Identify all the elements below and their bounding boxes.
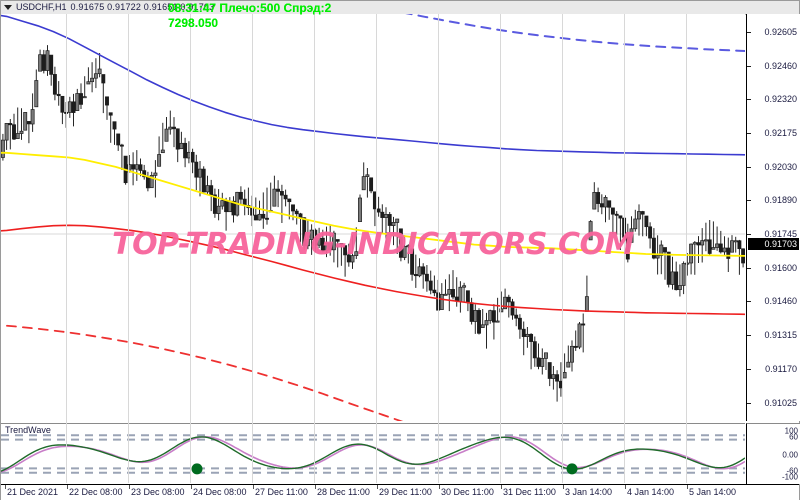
time-axis-label: 21 Dec 2021 <box>7 487 59 497</box>
time-axis-label: 22 Dec 08:00 <box>69 487 123 497</box>
chevron-down-icon[interactable] <box>4 4 12 10</box>
price-chart-pane[interactable]: TOP-TRADING-INDICATORS.COM <box>1 14 745 421</box>
time-axis-tick <box>377 485 378 489</box>
time-axis-label: 31 Dec 11:00 <box>503 487 556 497</box>
price-axis-label: 0.92605 <box>764 26 797 37</box>
time-axis-label: 5 Jan 14:00 <box>689 487 737 497</box>
time-gridline <box>562 14 563 483</box>
time-axis-tick <box>625 485 626 489</box>
account-info-overlay: 08:31:47 Плечо:500 Спрэд:2 7298.050 <box>168 1 331 31</box>
price-axis-tick <box>747 199 751 201</box>
price-axis-tick <box>747 132 751 134</box>
time-axis-tick <box>253 485 254 489</box>
time-axis-label: 29 Dec 11:00 <box>379 487 432 497</box>
price-axis-tick <box>747 166 751 168</box>
price-axis-tick <box>747 301 751 302</box>
price-axis-scale[interactable]: 0.92605 0.92460 0.92320 0.92175 0.92030 0.918… <box>746 14 800 421</box>
price-axis-label: 0.91745 <box>764 229 797 239</box>
time-axis-tick <box>563 485 564 489</box>
trendwave-axis-label: 60 <box>789 432 798 442</box>
price-axis-tick <box>747 98 751 100</box>
time-gridline <box>500 14 501 483</box>
time-axis-tick <box>191 485 192 489</box>
time-gridline <box>686 14 687 483</box>
price-axis-label: 0.92460 <box>764 60 797 71</box>
trendwave-pane[interactable]: TrendWave <box>1 423 745 484</box>
price-axis-tick <box>747 65 751 67</box>
time-axis-label: 4 Jan 14:00 <box>627 487 675 497</box>
site-watermark: TOP-TRADING-INDICATORS.COM <box>112 227 634 262</box>
time-axis-tick <box>5 485 6 489</box>
time-axis-label: 27 Dec 11:00 <box>255 487 308 497</box>
price-axis-tick <box>747 335 751 337</box>
trendwave-axis-scale[interactable]: 100 60 0.00 -60 -100 <box>746 423 800 484</box>
time-axis-label: 30 Dec 11:00 <box>441 487 494 497</box>
time-axis-label: 3 Jan 14:00 <box>565 487 613 497</box>
price-axis-label: 0.91170 <box>765 364 797 375</box>
trendwave-axis-label: 0.00 <box>782 450 798 460</box>
time-gridline <box>190 14 191 483</box>
price-axis-tick <box>747 268 751 270</box>
time-axis-tick <box>67 485 68 489</box>
time-axis-label: 28 Dec 11:00 <box>317 487 370 497</box>
time-axis-tick <box>129 485 130 489</box>
time-gridline <box>66 14 67 483</box>
time-axis-label: 23 Dec 08:00 <box>131 487 185 497</box>
price-axis-tick <box>747 234 751 235</box>
time-axis-scale[interactable]: 21 Dec 2021 22 Dec 08:00 23 Dec 08:00 24 De… <box>1 484 799 500</box>
price-axis-label: 0.91315 <box>764 330 797 341</box>
price-axis-label: 0.92030 <box>764 161 797 172</box>
price-axis-tick <box>747 369 751 371</box>
time-gridline <box>376 14 377 483</box>
account-info-line2: 7298.050 <box>168 16 219 30</box>
time-axis-tick <box>687 485 688 489</box>
price-axis-label: 0.92175 <box>764 127 797 138</box>
indicator-title: TrendWave <box>5 425 51 435</box>
price-axis-label: 0.92320 <box>764 93 797 104</box>
price-chart-svg <box>1 14 745 421</box>
trendwave-svg <box>1 434 745 475</box>
price-axis-label: 0.91600 <box>764 263 797 274</box>
account-info-line1: 08:31:47 Плечо:500 Спрэд:2 <box>168 1 332 15</box>
current-price-badge: 0.91703 <box>748 237 799 250</box>
time-axis-tick <box>439 485 440 489</box>
price-axis-tick <box>747 403 751 405</box>
time-axis-tick <box>501 485 502 489</box>
ohlc-quotes: 0.91675 0.91722 0.91651 0.91703 <box>70 2 215 12</box>
time-gridline <box>128 14 129 483</box>
time-axis-label: 24 Dec 08:00 <box>193 487 247 497</box>
time-gridline <box>624 14 625 483</box>
trendwave-axis-label: -60 <box>786 466 798 476</box>
symbol-label: USDCHF,H1 <box>16 2 67 12</box>
price-axis-tick <box>747 31 751 33</box>
time-gridline <box>252 14 253 483</box>
time-axis-tick <box>315 485 316 489</box>
price-axis-label: 0.91025 <box>764 398 797 409</box>
symbol-header: USDCHF,H1 0.91675 0.91722 0.91651 0.9170… <box>4 1 214 13</box>
time-gridline <box>314 14 315 483</box>
price-axis-label: 0.91460 <box>764 296 797 306</box>
trendwave-axis-label: -100 <box>781 472 798 482</box>
time-gridline <box>438 14 439 483</box>
price-axis-label: 0.91890 <box>764 194 797 205</box>
trendwave-axis-label: 100 <box>784 426 798 436</box>
